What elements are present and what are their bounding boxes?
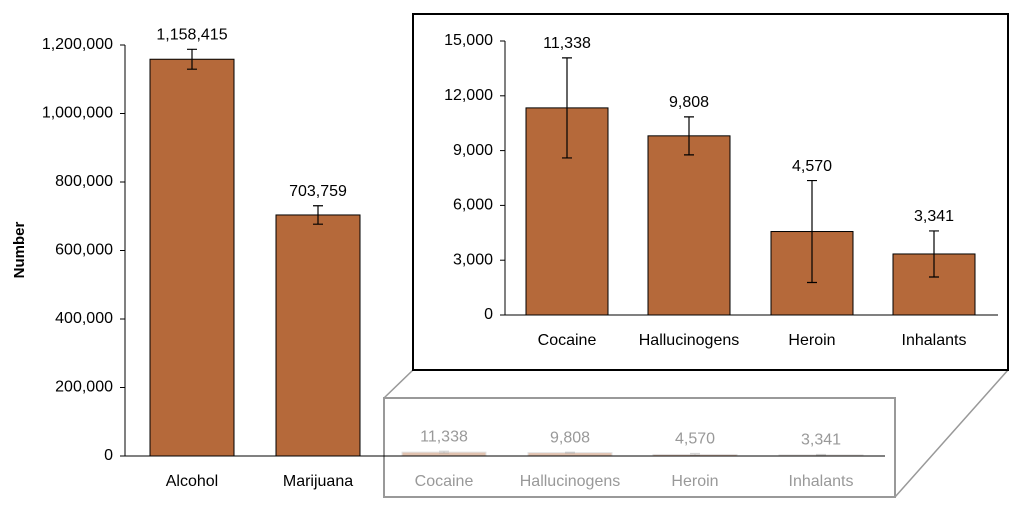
x-tick-label: Alcohol — [166, 473, 218, 490]
y-tick-label: 400,000 — [55, 310, 113, 327]
error-bar — [313, 205, 323, 225]
x-tick-label: Inhalants — [789, 473, 854, 490]
y-tick-label: 600,000 — [55, 242, 113, 259]
bar — [149, 58, 235, 457]
value-label: 9,808 — [669, 94, 709, 111]
x-tick-label: Hallucinogens — [639, 332, 740, 349]
y-tick-label: 3,000 — [453, 251, 493, 268]
y-tick-label: 9,000 — [453, 142, 493, 159]
value-label: 9,808 — [550, 430, 590, 447]
error-bar — [439, 450, 449, 454]
error-bar — [684, 116, 694, 156]
y-tick-label: 6,000 — [453, 197, 493, 214]
x-tick-label: Heroin — [671, 473, 718, 490]
bar — [275, 214, 361, 457]
zoom-source-box — [383, 397, 896, 498]
x-tick-label: Cocaine — [415, 473, 474, 490]
error-bar — [690, 452, 700, 456]
value-label: 4,570 — [675, 431, 715, 448]
y-tick-label: 0 — [104, 447, 113, 464]
value-label: 1,158,415 — [156, 27, 227, 44]
error-bar — [187, 48, 197, 70]
x-tick-label: Inhalants — [902, 332, 967, 349]
zoom-connector — [894, 369, 1009, 498]
value-label: 4,570 — [792, 158, 832, 175]
value-label: 3,341 — [801, 432, 841, 449]
value-label: 703,759 — [289, 183, 347, 200]
x-tick-label: Heroin — [788, 332, 835, 349]
y-tick-label: 1,000,000 — [42, 105, 113, 122]
y-axis-label: Number — [11, 222, 28, 279]
y-tick-label: 12,000 — [444, 87, 493, 104]
error-bar — [807, 179, 817, 284]
error-bar — [562, 57, 572, 159]
x-tick-label: Marijuana — [283, 473, 353, 490]
value-label: 11,338 — [420, 428, 468, 445]
error-bar — [565, 451, 575, 454]
y-tick-label: 1,200,000 — [42, 36, 113, 53]
value-label: 11,338 — [543, 35, 591, 52]
y-tick-label: 15,000 — [444, 32, 493, 49]
y-tick-label: 0 — [484, 306, 493, 323]
zoom-connector — [383, 369, 414, 399]
bar — [647, 135, 731, 316]
y-tick-label: 200,000 — [55, 379, 113, 396]
error-bar — [929, 230, 939, 278]
x-tick-label: Cocaine — [538, 332, 597, 349]
error-bar — [816, 453, 826, 456]
y-tick-label: 800,000 — [55, 173, 113, 190]
x-tick-label: Hallucinogens — [520, 473, 621, 490]
value-label: 3,341 — [914, 208, 954, 225]
